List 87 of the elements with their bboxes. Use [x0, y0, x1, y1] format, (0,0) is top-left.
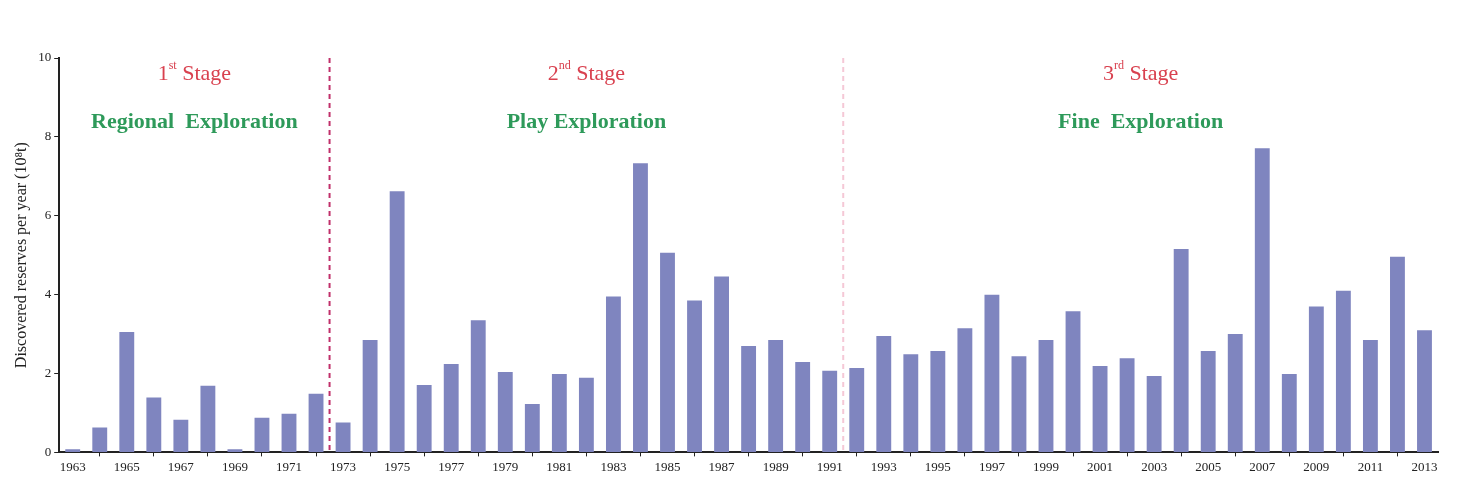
bar: [660, 252, 675, 452]
bar: [876, 336, 892, 452]
x-tick-label: 2009: [1303, 458, 1330, 474]
bar: [1092, 366, 1108, 452]
bar: [146, 397, 162, 452]
x-tick-label: 1977: [438, 458, 465, 474]
y-axis-title: Discovered reserves per year (10⁸t): [11, 142, 30, 369]
bar: [281, 413, 297, 452]
x-tick-label: 1987: [708, 458, 736, 474]
x-tick-label: 1983: [600, 458, 627, 474]
y-tick-label: 6: [44, 207, 52, 223]
x-tick-label: 1963: [59, 458, 86, 474]
bar: [362, 340, 378, 452]
x-tick-label: 2003: [1141, 458, 1168, 474]
y-tick-label: 2: [44, 364, 52, 380]
bar: [1038, 340, 1054, 452]
x-tick-label: 1981: [546, 458, 573, 474]
bar: [173, 419, 189, 452]
bar: [984, 294, 1000, 452]
bar: [605, 296, 621, 452]
bar: [578, 377, 594, 452]
bar: [687, 300, 702, 452]
y-tick-label: 8: [44, 128, 52, 144]
x-tick-label: 1991: [816, 458, 843, 474]
x-tick-label: 1973: [330, 458, 357, 474]
bar: [416, 384, 432, 452]
bar: [92, 427, 108, 452]
bar: [849, 368, 865, 452]
bar: [957, 328, 973, 452]
bar: [497, 371, 513, 452]
x-tick-label: 1997: [978, 458, 1006, 474]
bar: [551, 373, 567, 452]
x-tick-label: 1993: [870, 458, 897, 474]
bar: [822, 370, 838, 452]
bar: [254, 417, 270, 452]
bar: [65, 449, 81, 452]
bar: [1173, 248, 1189, 452]
x-tick-label: 1965: [113, 458, 140, 474]
bar: [1362, 340, 1378, 452]
x-tick-label: 1975: [384, 458, 411, 474]
x-tick-label: 1967: [167, 458, 195, 474]
annotation: Regional Exploration: [91, 107, 298, 133]
bar: [1011, 356, 1027, 452]
bar: [1227, 334, 1243, 452]
y-tick-label: 4: [44, 286, 52, 302]
annotation: Play Exploration: [506, 107, 667, 133]
bar: [308, 393, 324, 452]
bar: [1200, 351, 1216, 452]
bar: [443, 364, 459, 452]
x-tick-label: 2011: [1357, 458, 1384, 474]
bar: [389, 191, 405, 452]
bar: [795, 362, 811, 452]
bar: [1254, 148, 1270, 452]
x-tick-label: 2013: [1411, 458, 1438, 474]
bar: [1417, 330, 1432, 452]
bar: [1065, 311, 1081, 452]
bar: [903, 354, 919, 452]
x-tick-label: 1985: [654, 458, 681, 474]
bar: [1308, 306, 1324, 452]
bar: [741, 345, 757, 452]
x-tick-label: 1995: [924, 458, 951, 474]
bar: [1335, 290, 1351, 452]
bar: [119, 332, 135, 452]
x-tick-label: 2005: [1195, 458, 1222, 474]
x-tick-label: 1989: [762, 458, 789, 474]
bar: [335, 422, 351, 452]
x-tick-label: 2007: [1249, 458, 1276, 474]
x-tick-label: 2001: [1087, 458, 1114, 474]
bar: [633, 163, 648, 452]
bar: [470, 320, 486, 452]
bar: [768, 340, 784, 452]
annotation: Fine Exploration: [1058, 107, 1224, 133]
bar: [1281, 373, 1297, 452]
y-tick-label: 10: [38, 49, 52, 65]
bar: [1146, 375, 1162, 452]
bar: [930, 351, 946, 452]
bar: [1119, 358, 1135, 452]
bar: [714, 276, 729, 452]
x-tick-label: 1969: [221, 458, 248, 474]
bar: [227, 449, 243, 452]
x-tick-label: 1971: [276, 458, 302, 474]
bar: [200, 385, 216, 452]
y-tick-label: 0: [44, 443, 52, 459]
x-tick-label: 1979: [492, 458, 519, 474]
bar: [1390, 256, 1405, 452]
x-tick-label: 1999: [1032, 458, 1059, 474]
bar: [524, 403, 540, 452]
